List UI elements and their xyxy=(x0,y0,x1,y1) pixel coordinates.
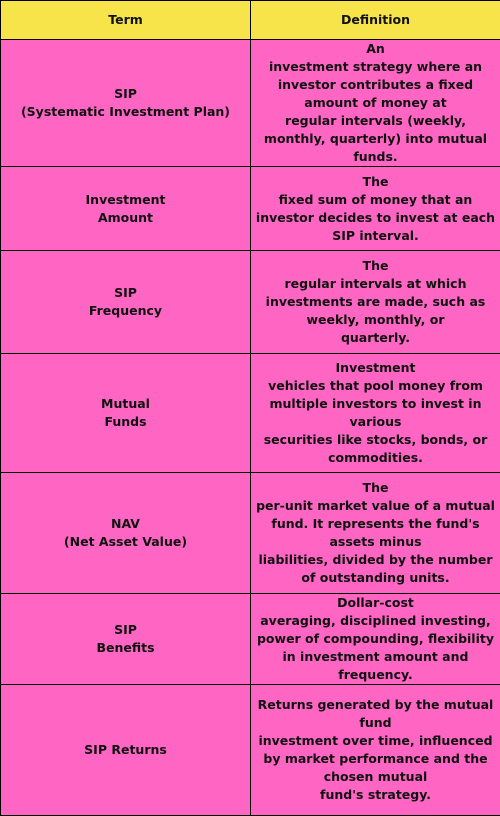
table-row: SIP Returns Returns generated by the mut… xyxy=(1,685,500,816)
term-cell: NAV (Net Asset Value) xyxy=(1,473,251,594)
term-cell: Mutual Funds xyxy=(1,354,251,473)
header-row: Term Definition xyxy=(1,1,500,40)
term-cell: SIP Frequency xyxy=(1,251,251,354)
definition-cell: Dollar-cost averaging, disciplined inves… xyxy=(251,594,500,685)
table-row: SIP (Systematic Investment Plan) An inve… xyxy=(1,40,500,167)
table-header: Term Definition xyxy=(1,1,500,40)
definition-cell: The fixed sum of money that an investor … xyxy=(251,167,500,251)
term-cell: SIP (Systematic Investment Plan) xyxy=(1,40,251,167)
column-header-term: Term xyxy=(1,1,251,40)
table-body: SIP (Systematic Investment Plan) An inve… xyxy=(1,40,500,816)
definition-cell: The regular intervals at which investmen… xyxy=(251,251,500,354)
table-row: Mutual Funds Investment vehicles that po… xyxy=(1,354,500,473)
definition-cell: An investment strategy where an investor… xyxy=(251,40,500,167)
term-cell: SIP Returns xyxy=(1,685,251,816)
table-row: SIP Benefits Dollar-cost averaging, disc… xyxy=(1,594,500,685)
definition-cell: Returns generated by the mutual fund inv… xyxy=(251,685,500,816)
term-cell: Investment Amount xyxy=(1,167,251,251)
definition-cell: The per-unit market value of a mutual fu… xyxy=(251,473,500,594)
table-row: SIP Frequency The regular intervals at w… xyxy=(1,251,500,354)
definition-cell: Investment vehicles that pool money from… xyxy=(251,354,500,473)
table-row: NAV (Net Asset Value) The per-unit marke… xyxy=(1,473,500,594)
table-row: Investment Amount The fixed sum of money… xyxy=(1,167,500,251)
column-header-definition: Definition xyxy=(251,1,500,40)
term-cell: SIP Benefits xyxy=(1,594,251,685)
